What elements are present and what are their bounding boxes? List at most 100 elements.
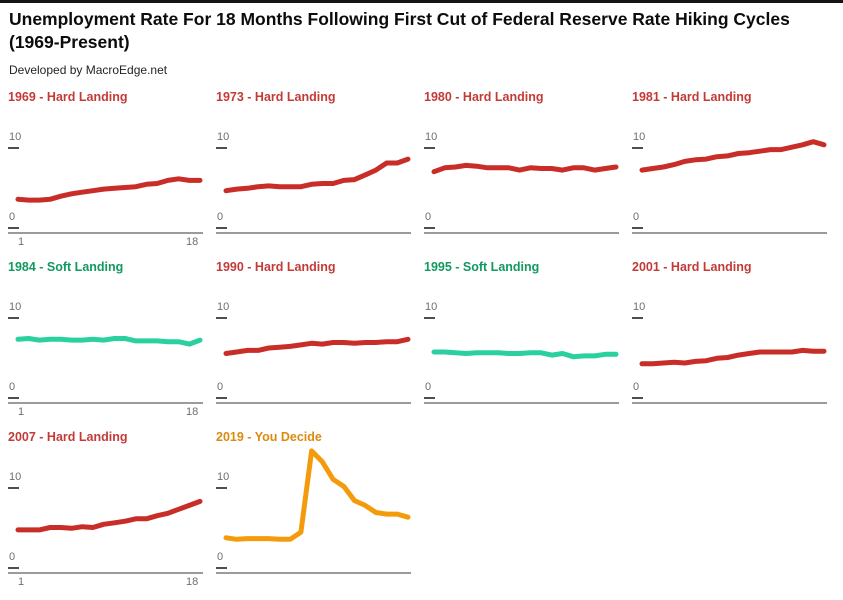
y-axis-tick-label-10: 10 — [9, 131, 22, 143]
y-axis-tick-label-10: 10 — [9, 471, 22, 483]
panel-title: 2019 - You Decide — [216, 430, 322, 444]
y-axis-tick-label-0: 0 — [9, 381, 16, 393]
page-subtitle: Developed by MacroEdge.net — [9, 63, 168, 78]
x-axis-line — [8, 402, 203, 404]
panel-title: 1981 - Hard Landing — [632, 90, 752, 104]
y-axis-tick-label-0: 0 — [217, 211, 224, 223]
y-axis-tick-mark-0 — [8, 567, 19, 569]
panel-title: 1990 - Hard Landing — [216, 260, 336, 274]
x-axis-tick-label-18: 18 — [186, 406, 199, 418]
x-axis-tick-label-1: 1 — [18, 576, 25, 588]
line-plot — [15, 498, 203, 533]
panel-1969: 1969 - Hard Landing 10 0 1 18 — [8, 90, 203, 260]
unemployment-line — [223, 336, 411, 356]
x-axis-line — [8, 232, 203, 234]
panel-title: 1969 - Hard Landing — [8, 90, 128, 104]
unemployment-line — [15, 336, 203, 347]
chart-header: Unemployment Rate For 18 Months Followin… — [9, 8, 809, 77]
y-axis-tick-mark-10 — [632, 317, 643, 319]
unemployment-line — [431, 162, 619, 175]
panel-1990: 1990 - Hard Landing 10 0 — [216, 260, 411, 430]
x-axis-line — [216, 232, 411, 234]
y-axis-tick-label-0: 0 — [633, 211, 640, 223]
panel-title: 1973 - Hard Landing — [216, 90, 336, 104]
panel-2007: 2007 - Hard Landing 10 0 1 18 — [8, 430, 203, 600]
y-axis-tick-label-0: 0 — [9, 211, 16, 223]
panel-title: 2007 - Hard Landing — [8, 430, 128, 444]
unemployment-line — [223, 156, 411, 194]
y-axis-tick-mark-10 — [216, 487, 227, 489]
y-axis-tick-mark-10 — [8, 487, 19, 489]
top-border — [0, 0, 843, 3]
y-axis-tick-label-0: 0 — [633, 381, 640, 393]
y-axis-tick-mark-0 — [216, 567, 227, 569]
x-axis-line — [632, 402, 827, 404]
panel-title: 1980 - Hard Landing — [424, 90, 544, 104]
line-plot — [223, 156, 411, 194]
unemployment-line — [15, 176, 203, 203]
x-axis-tick-label-18: 18 — [186, 576, 199, 588]
y-axis-tick-label-10: 10 — [425, 301, 438, 313]
y-axis-tick-label-0: 0 — [425, 211, 432, 223]
panel-title: 2001 - Hard Landing — [632, 260, 752, 274]
y-axis-tick-mark-0 — [424, 397, 435, 399]
panel-title: 1995 - Soft Landing — [424, 260, 540, 274]
y-axis-tick-mark-0 — [216, 227, 227, 229]
y-axis-tick-label-10: 10 — [633, 131, 646, 143]
x-axis-tick-label-18: 18 — [186, 236, 199, 248]
unemployment-line — [15, 498, 203, 533]
panel-1984: 1984 - Soft Landing 10 0 1 18 — [8, 260, 203, 430]
panel-1995: 1995 - Soft Landing 10 0 — [424, 260, 619, 430]
y-axis-tick-label-10: 10 — [9, 301, 22, 313]
x-axis-line — [216, 572, 411, 574]
x-axis-tick-label-1: 1 — [18, 406, 25, 418]
panel-1980: 1980 - Hard Landing 10 0 — [424, 90, 619, 260]
y-axis-tick-label-0: 0 — [425, 381, 432, 393]
y-axis-tick-label-0: 0 — [9, 551, 16, 563]
y-axis-tick-mark-0 — [8, 227, 19, 229]
y-axis-tick-mark-10 — [424, 147, 435, 149]
y-axis-tick-mark-0 — [424, 227, 435, 229]
x-axis-tick-label-1: 1 — [18, 236, 25, 248]
panel-1981: 1981 - Hard Landing 10 0 — [632, 90, 827, 260]
line-plot — [431, 349, 619, 360]
y-axis-tick-mark-10 — [424, 317, 435, 319]
panel-1973: 1973 - Hard Landing 10 0 — [216, 90, 411, 260]
unemployment-line — [431, 349, 619, 360]
y-axis-tick-label-10: 10 — [217, 131, 230, 143]
y-axis-tick-mark-10 — [632, 147, 643, 149]
line-plot — [15, 336, 203, 347]
y-axis-tick-label-10: 10 — [217, 471, 230, 483]
unemployment-line — [223, 448, 411, 542]
y-axis-tick-label-10: 10 — [217, 301, 230, 313]
x-axis-line — [632, 232, 827, 234]
y-axis-tick-mark-10 — [216, 147, 227, 149]
line-plot — [15, 176, 203, 203]
unemployment-line — [639, 347, 827, 367]
line-plot — [223, 336, 411, 356]
x-axis-line — [424, 232, 619, 234]
line-plot — [639, 139, 827, 173]
page-title: Unemployment Rate For 18 Months Followin… — [9, 9, 790, 53]
line-plot — [223, 448, 411, 542]
y-axis-tick-mark-10 — [8, 317, 19, 319]
panels-grid: 1969 - Hard Landing 10 0 1 18 1973 - Har… — [8, 90, 827, 600]
panel-2019: 2019 - You Decide 10 0 — [216, 430, 411, 600]
x-axis-line — [424, 402, 619, 404]
line-plot — [639, 347, 827, 367]
y-axis-tick-mark-0 — [632, 397, 643, 399]
y-axis-tick-mark-0 — [8, 397, 19, 399]
y-axis-tick-label-0: 0 — [217, 381, 224, 393]
y-axis-tick-mark-0 — [216, 397, 227, 399]
unemployment-line — [639, 139, 827, 173]
x-axis-line — [8, 572, 203, 574]
panel-title: 1984 - Soft Landing — [8, 260, 124, 274]
y-axis-tick-label-10: 10 — [425, 131, 438, 143]
y-axis-tick-label-0: 0 — [217, 551, 224, 563]
x-axis-line — [216, 402, 411, 404]
y-axis-tick-label-10: 10 — [633, 301, 646, 313]
y-axis-tick-mark-10 — [8, 147, 19, 149]
y-axis-tick-mark-0 — [632, 227, 643, 229]
panel-2001: 2001 - Hard Landing 10 0 — [632, 260, 827, 430]
